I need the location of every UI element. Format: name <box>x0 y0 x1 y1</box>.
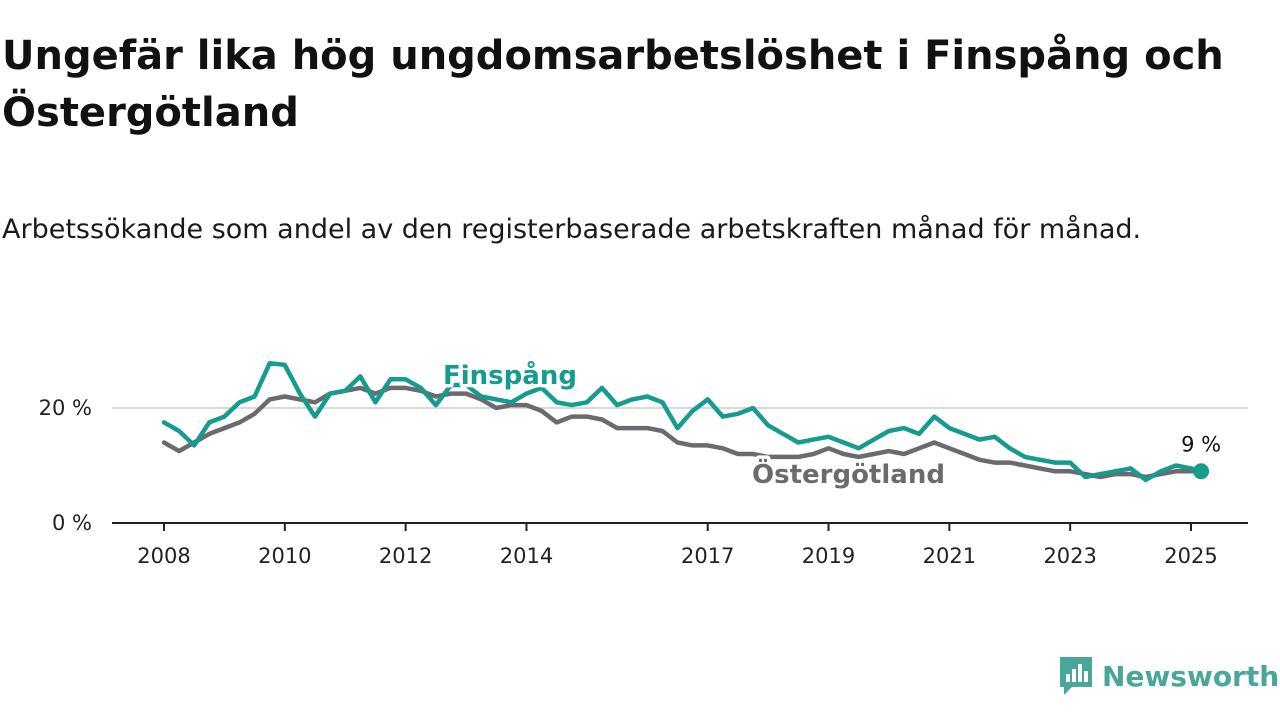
line-chart: FinspångFinspångÖstergötlandÖstergötland… <box>39 356 1248 568</box>
series-label-ostergotland: Östergötland <box>752 457 945 490</box>
x-tick-label: 2023 <box>1043 544 1096 568</box>
x-tick-label: 2025 <box>1164 544 1217 568</box>
end-point-marker <box>1193 463 1210 480</box>
axes: 0 % 20 % 2008 2010 2012 2014 2017 2019 2021 2023 2… <box>39 396 1248 568</box>
newsworthy-brand[interactable]: Newsworthy <box>1058 654 1280 698</box>
series-line-ostergotland <box>161 385 1204 480</box>
end-value-label: 9 % <box>1181 432 1221 456</box>
x-tick-label: 2010 <box>258 544 311 568</box>
series-label-halo-ostergotland: Östergötland <box>752 457 945 490</box>
x-tick-label: 2014 <box>500 544 553 568</box>
y-tick-label: 0 % <box>52 511 92 535</box>
x-tick-label: 2019 <box>802 544 855 568</box>
series-label-halo-finspang: Finspång <box>443 359 577 391</box>
series-labels: FinspångFinspångÖstergötlandÖstergötland… <box>440 356 1222 494</box>
chart-title: Ungefär lika hög ungdomsarbetslöshet i F… <box>2 33 1224 136</box>
series-line-finspang <box>161 360 1204 483</box>
x-tick-label: 2017 <box>681 544 734 568</box>
newsworthy-logo-icon <box>1060 657 1092 695</box>
x-tick-label: 2021 <box>923 544 976 568</box>
chart-subtitle: Arbetssökande som andel av den registerb… <box>2 214 1142 245</box>
x-tick-label: 2008 <box>137 544 190 568</box>
series-lines <box>161 360 1204 483</box>
y-tick-label: 20 % <box>39 396 92 420</box>
brand-name: Newsworthy <box>1102 659 1280 693</box>
series-label-finspang: Finspång <box>443 359 577 391</box>
x-tick-label: 2012 <box>379 544 432 568</box>
